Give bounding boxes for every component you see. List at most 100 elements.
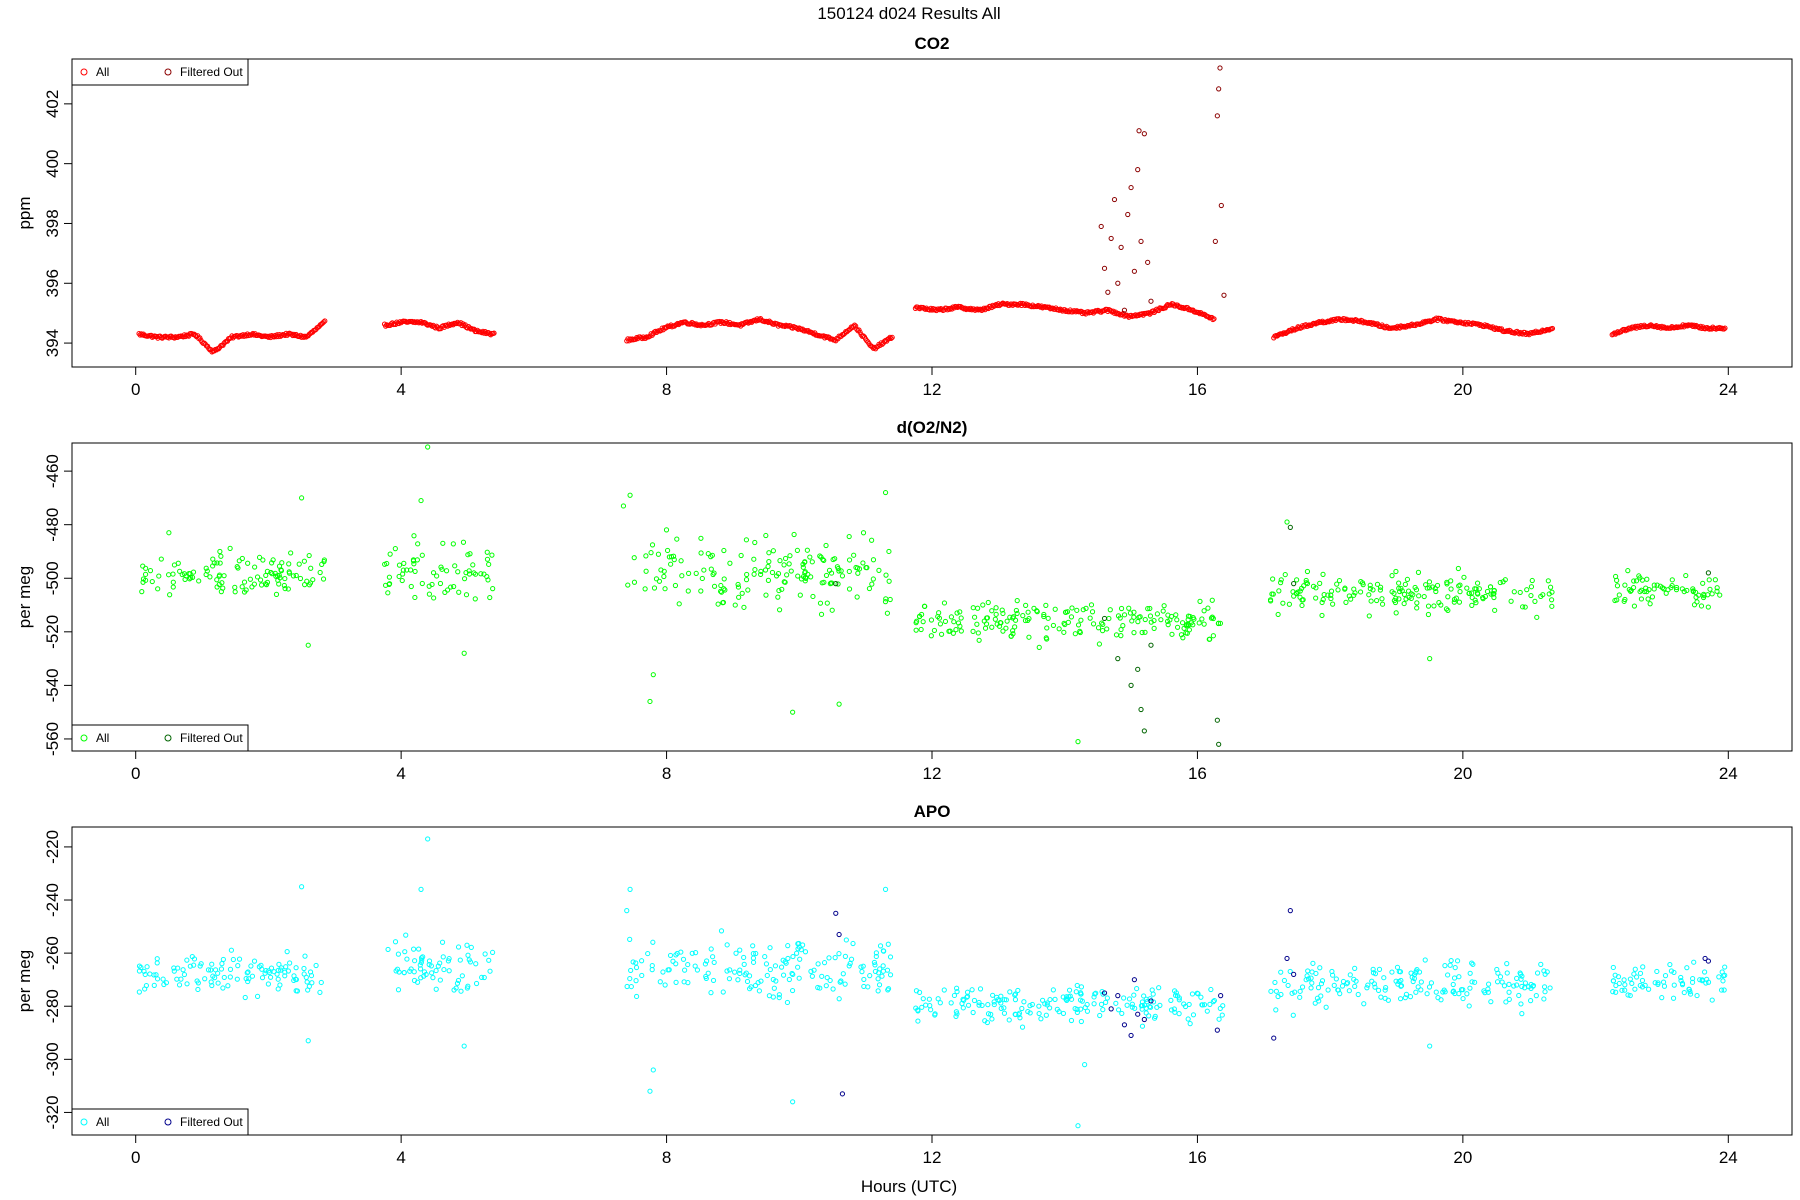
apo-point-all xyxy=(1353,978,1359,984)
apo-point-all xyxy=(418,959,424,966)
o2n2-point-all xyxy=(989,624,995,630)
apo-point-all xyxy=(1310,960,1316,966)
apo-point-all xyxy=(1415,984,1421,990)
co2-point-all xyxy=(688,320,694,327)
apo-point-all xyxy=(1627,976,1633,982)
o2n2-point-all xyxy=(1074,607,1080,613)
o2n2-point-all xyxy=(142,571,149,577)
o2n2-point-all xyxy=(1436,599,1442,606)
o2n2-point-all xyxy=(182,576,188,583)
apo-point-all xyxy=(487,968,493,974)
o2n2-point-all xyxy=(821,557,827,564)
o2n2-point-all xyxy=(1022,617,1029,624)
o2n2-point-all xyxy=(705,551,711,557)
apo-point-filtered xyxy=(1108,1006,1114,1012)
o2n2-point-all xyxy=(1217,620,1224,626)
o2n2-point-all xyxy=(992,616,998,622)
o2n2-point-all xyxy=(1126,605,1132,611)
o2n2-point-all xyxy=(1205,605,1211,611)
apo-point-all xyxy=(445,958,452,964)
o2n2-point-all xyxy=(1374,581,1381,587)
apo-point-all xyxy=(1522,980,1528,986)
o2n2-point-all xyxy=(643,568,649,574)
apo-point-all xyxy=(887,954,894,960)
o2n2-point-all xyxy=(1657,583,1663,589)
o2n2-point-all xyxy=(1674,584,1680,591)
o2n2-point-all xyxy=(1517,589,1523,596)
apo-point-all xyxy=(633,960,639,966)
apo-point-all xyxy=(1072,1006,1078,1012)
o2n2-point-all xyxy=(1488,591,1494,597)
co2-point-all xyxy=(322,318,328,324)
apo-point-all xyxy=(479,974,485,981)
apo-xtick-label: 8 xyxy=(662,1148,671,1167)
o2n2-point-all xyxy=(1673,587,1680,593)
apo-point-all xyxy=(991,999,997,1005)
apo-point-all xyxy=(1632,966,1638,972)
o2n2-point-all xyxy=(404,567,410,573)
o2n2-point-all xyxy=(718,589,725,595)
apo-point-all xyxy=(1104,995,1110,1001)
co2-ytick-label: 398 xyxy=(43,209,62,237)
o2n2-point-all xyxy=(985,599,991,606)
co2-ytick-label: 396 xyxy=(43,269,62,297)
o2n2-point-all xyxy=(1466,590,1472,596)
apo-point-all xyxy=(1060,994,1066,1000)
o2n2-point-all xyxy=(751,571,757,577)
co2-point-all xyxy=(1515,330,1521,336)
o2n2-point-all xyxy=(489,552,495,558)
apo-point-all xyxy=(639,958,645,964)
apo-point-all xyxy=(425,836,431,842)
apo-point-all xyxy=(1371,981,1377,987)
o2n2-point-all xyxy=(1612,597,1618,604)
o2n2-point-all xyxy=(1475,591,1481,597)
o2n2-point-filtered xyxy=(1287,524,1293,530)
apo-point-all xyxy=(1610,989,1616,995)
apo-point-all xyxy=(227,974,233,980)
o2n2-point-all xyxy=(1429,584,1436,590)
apo-point-all xyxy=(1344,980,1351,986)
o2n2-point-all xyxy=(1529,577,1535,584)
o2n2-point-all xyxy=(664,547,671,554)
o2n2-point-all xyxy=(788,568,794,574)
apo-point-all xyxy=(789,987,796,994)
o2n2-point-all xyxy=(203,571,209,578)
apo-point-all xyxy=(141,968,147,974)
o2n2-point-all xyxy=(155,586,161,592)
apo-point-all xyxy=(830,986,836,992)
o2n2-point-all xyxy=(1698,603,1705,609)
apo-point-all xyxy=(708,990,714,996)
o2n2-point-all xyxy=(1631,578,1637,584)
o2n2-point-all xyxy=(1000,628,1006,634)
apo-point-all xyxy=(782,959,788,965)
co2-point-all xyxy=(301,334,307,340)
apo-point-all xyxy=(464,942,470,948)
apo-point-filtered xyxy=(1141,1016,1147,1023)
o2n2-point-all xyxy=(1426,585,1432,591)
o2n2-point-all xyxy=(937,621,944,627)
o2n2-point-all xyxy=(1208,615,1215,621)
apo-xtick-label: 12 xyxy=(923,1148,942,1167)
apo-point-all xyxy=(1189,991,1196,997)
o2n2-point-all xyxy=(1532,598,1538,604)
o2n2-point-all xyxy=(247,576,253,582)
apo-point-all xyxy=(1115,1007,1122,1013)
apo-point-all xyxy=(154,956,160,962)
co2-point-all xyxy=(321,319,327,325)
apo-point-all xyxy=(302,953,308,959)
o2n2-point-all xyxy=(1528,584,1535,590)
apo-point-all xyxy=(666,967,672,973)
apo-point-all xyxy=(850,940,856,947)
co2-point-all xyxy=(192,332,199,339)
o2n2-point-all xyxy=(834,564,841,570)
co2-point-all xyxy=(1621,326,1627,333)
o2n2-point-all xyxy=(1215,620,1222,627)
apo-point-all xyxy=(1103,999,1109,1005)
o2n2-point-all xyxy=(766,550,772,556)
apo-point-all xyxy=(142,971,148,978)
o2n2-point-all xyxy=(1342,585,1348,591)
apo-point-all xyxy=(998,1005,1004,1012)
o2n2-point-all xyxy=(1099,628,1106,634)
apo-point-all xyxy=(1467,970,1473,976)
o2n2-point-all xyxy=(461,650,467,656)
